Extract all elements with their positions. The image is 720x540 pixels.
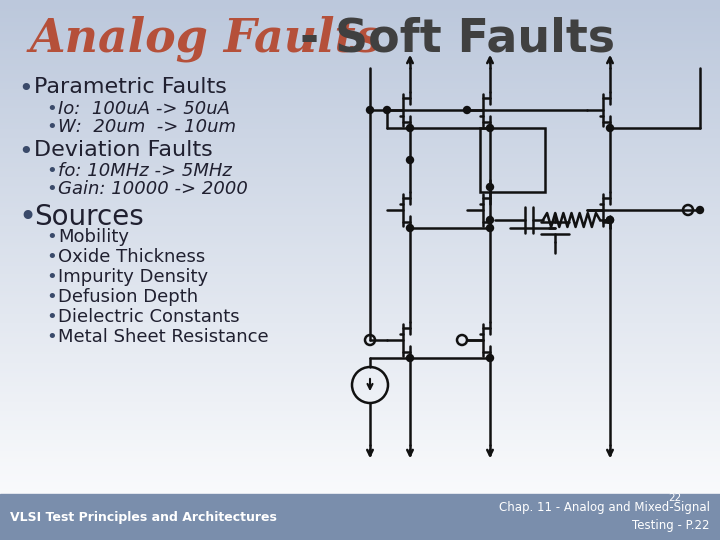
Circle shape: [487, 225, 493, 232]
Text: •: •: [46, 268, 57, 286]
Text: Impurity Density: Impurity Density: [58, 268, 208, 286]
Text: •: •: [46, 308, 57, 326]
Circle shape: [464, 106, 470, 113]
Text: Mobility: Mobility: [58, 228, 129, 246]
Text: VLSI Test Principles and Architectures: VLSI Test Principles and Architectures: [10, 510, 277, 523]
Circle shape: [606, 125, 613, 132]
Text: •: •: [46, 288, 57, 306]
Text: W:  20um  -> 10um: W: 20um -> 10um: [58, 118, 236, 136]
Circle shape: [487, 184, 493, 191]
Text: - Soft Faults: - Soft Faults: [284, 16, 615, 61]
Bar: [0, 494, 720, 540]
Text: •: •: [46, 180, 57, 198]
Circle shape: [407, 354, 413, 361]
Text: •: •: [18, 203, 36, 232]
Text: •: •: [46, 228, 57, 246]
Bar: [480, 128, 545, 192]
Circle shape: [407, 125, 413, 132]
Text: Sources: Sources: [34, 203, 144, 231]
Text: fo: 10MHz -> 5MHz: fo: 10MHz -> 5MHz: [58, 162, 232, 180]
Text: 22: 22: [668, 493, 681, 503]
Text: Analog Faults: Analog Faults: [30, 16, 382, 63]
Text: •: •: [46, 100, 57, 118]
Text: •: •: [46, 162, 57, 180]
Text: Metal Sheet Resistance: Metal Sheet Resistance: [58, 328, 269, 346]
Text: •: •: [18, 140, 32, 164]
Text: Parametric Faults: Parametric Faults: [34, 77, 227, 97]
Text: Dielectric Constants: Dielectric Constants: [58, 308, 240, 326]
Text: Testing - P.22: Testing - P.22: [632, 518, 710, 531]
Circle shape: [487, 217, 493, 224]
Text: Deviation Faults: Deviation Faults: [34, 140, 212, 160]
Text: •: •: [46, 248, 57, 266]
Circle shape: [407, 225, 413, 232]
Text: Oxide Thickness: Oxide Thickness: [58, 248, 205, 266]
Text: Gain: 10000 -> 2000: Gain: 10000 -> 2000: [58, 180, 248, 198]
Circle shape: [606, 217, 613, 224]
Text: Defusion Depth: Defusion Depth: [58, 288, 198, 306]
Text: Io:  100uA -> 50uA: Io: 100uA -> 50uA: [58, 100, 230, 118]
Circle shape: [407, 157, 413, 164]
Text: •: •: [46, 118, 57, 136]
Text: Chap. 11 - Analog and Mixed-Signal: Chap. 11 - Analog and Mixed-Signal: [499, 501, 710, 514]
Text: •: •: [18, 77, 32, 101]
Circle shape: [696, 206, 703, 213]
Circle shape: [487, 125, 493, 132]
Circle shape: [366, 106, 374, 113]
Circle shape: [606, 217, 613, 224]
Circle shape: [384, 106, 390, 113]
Text: •: •: [46, 328, 57, 346]
Circle shape: [487, 354, 493, 361]
